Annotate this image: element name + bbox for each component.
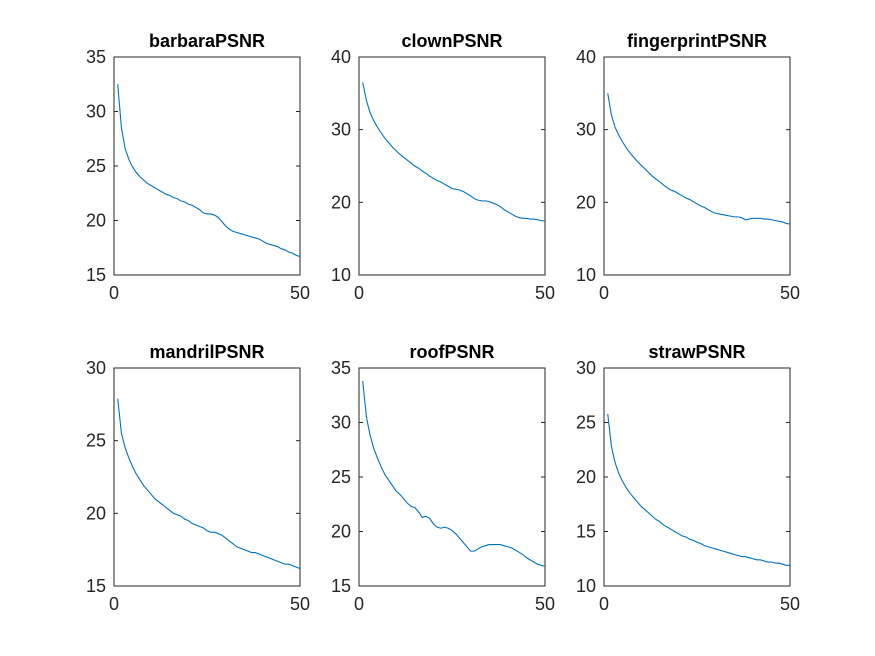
y-tick-label: 35 [86, 47, 106, 67]
subplot-mandrilPSNR: mandrilPSNR 15 20 25 30 0 50 [86, 342, 310, 614]
subplot-title: fingerprintPSNR [627, 31, 767, 51]
y-tick-label: 10 [576, 576, 596, 596]
axes-box [358, 56, 546, 276]
y-tick-label: 15 [576, 522, 596, 542]
y-tick-label: 15 [331, 576, 351, 596]
psnr-series-line [607, 413, 790, 566]
x-tick-label: 0 [354, 594, 364, 614]
subplot-title: barbaraPSNR [149, 31, 265, 51]
subplot-strawPSNR: strawPSNR 10 15 20 25 30 0 50 [576, 342, 800, 614]
psnr-series-line [607, 93, 791, 225]
x-tick-label: 0 [109, 283, 119, 303]
y-tick-label: 30 [576, 358, 596, 378]
y-tick-label: 25 [576, 413, 596, 433]
y-tick-label: 10 [331, 265, 351, 285]
x-tick-label: 50 [780, 594, 800, 614]
y-tick-label: 25 [86, 431, 106, 451]
y-tick-label: 10 [576, 265, 596, 285]
subplot-title: clownPSNR [401, 31, 502, 51]
y-tick-label: 30 [331, 413, 351, 433]
subplot-clownPSNR: clownPSNR 10 20 30 40 0 50 [331, 31, 555, 303]
subplot-barbaraPSNR: barbaraPSNR 15 20 25 30 35 0 50 [86, 31, 310, 303]
axes-box [603, 367, 791, 587]
x-tick-label: 0 [354, 283, 364, 303]
y-tick-label: 20 [86, 211, 106, 231]
y-tick-label: 20 [576, 192, 596, 212]
subplot-fingerprintPSNR: fingerprintPSNR 10 20 30 40 0 50 [576, 31, 800, 303]
y-tick-label: 35 [331, 358, 351, 378]
y-tick-label: 20 [86, 503, 106, 523]
y-tick-label: 20 [331, 192, 351, 212]
psnr-series-line [117, 84, 301, 257]
y-tick-label: 30 [86, 102, 106, 122]
x-tick-label: 0 [109, 594, 119, 614]
y-tick-label: 20 [331, 522, 351, 542]
x-tick-label: 0 [599, 594, 609, 614]
y-tick-label: 15 [86, 265, 106, 285]
psnr-series-line [362, 381, 546, 567]
subplot-roofPSNR: roofPSNR 15 20 25 30 35 0 50 [331, 342, 555, 614]
subplot-title: mandrilPSNR [149, 342, 264, 362]
x-tick-label: 50 [535, 283, 555, 303]
psnr-series-line [362, 82, 546, 222]
x-tick-label: 0 [599, 283, 609, 303]
axes-box [113, 367, 301, 587]
axes-box [113, 56, 301, 276]
y-tick-label: 25 [86, 156, 106, 176]
y-tick-label: 20 [576, 467, 596, 487]
x-tick-label: 50 [535, 594, 555, 614]
y-tick-label: 40 [576, 47, 596, 67]
x-tick-label: 50 [290, 594, 310, 614]
y-tick-label: 30 [576, 120, 596, 140]
y-tick-label: 25 [331, 467, 351, 487]
subplot-title: strawPSNR [648, 342, 745, 362]
axes-box [603, 56, 791, 276]
y-tick-label: 30 [86, 358, 106, 378]
psnr-series-line [117, 398, 301, 570]
y-tick-label: 15 [86, 576, 106, 596]
x-tick-label: 50 [780, 283, 800, 303]
subplot-title: roofPSNR [410, 342, 495, 362]
y-tick-label: 40 [331, 47, 351, 67]
y-tick-label: 30 [331, 120, 351, 140]
x-tick-label: 50 [290, 283, 310, 303]
